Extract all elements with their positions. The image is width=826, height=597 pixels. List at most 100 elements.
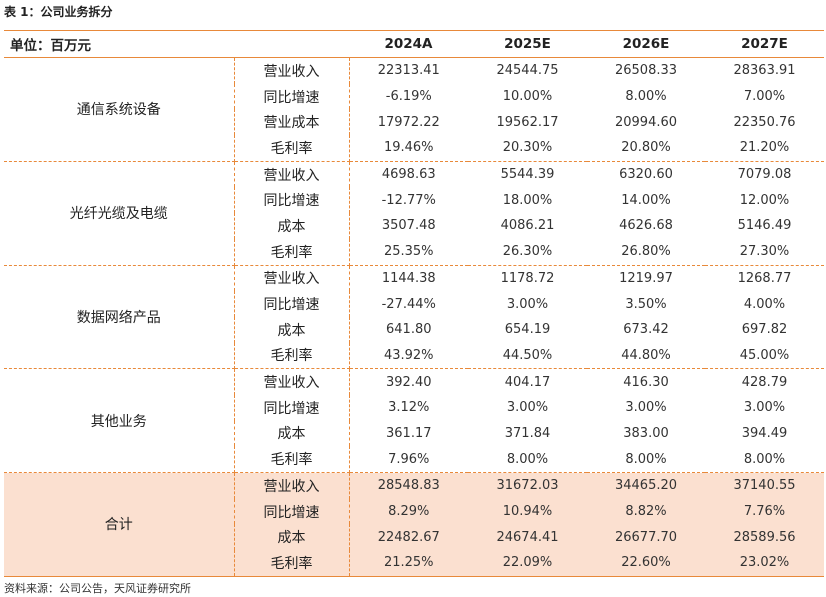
value-cell: 20.30%: [468, 135, 587, 162]
table-row: 成本 22482.67 24674.41 26677.70 28589.56: [4, 524, 824, 551]
value-cell: 371.84: [504, 425, 551, 441]
value-cell: 3.00%: [625, 400, 667, 416]
value-cell: 18.00%: [502, 192, 553, 208]
table-row: 同比增速 3.12% 3.00% 3.00% 3.00%: [4, 394, 824, 421]
value-cell: 697.82: [741, 322, 788, 338]
value-cell: 4698.63: [381, 167, 436, 183]
metric-label: 毛利率: [234, 446, 350, 474]
value-cell: 28589.56: [705, 524, 824, 551]
value-cell: 5146.49: [737, 218, 792, 234]
year-header: 2024A: [349, 30, 468, 58]
year-header: 2026E: [587, 30, 705, 58]
value-cell: 8.00%: [587, 446, 705, 474]
metric-label: 营业收入: [234, 368, 350, 395]
value-cell: 4.00%: [743, 296, 786, 312]
value-cell: 641.80: [386, 322, 432, 338]
metric-label: 成本: [234, 524, 350, 551]
value-cell: 14.00%: [621, 192, 671, 208]
metric-label: 成本: [234, 420, 350, 447]
metric-label: 同比增速: [234, 394, 350, 421]
segment-name: 合计: [4, 472, 235, 577]
value-cell: 22482.67: [349, 524, 468, 551]
value-cell: 3.00%: [743, 400, 786, 416]
table-row: 成本 3507.48 4086.21 4626.68 5146.49: [4, 213, 824, 239]
value-cell: 3507.48: [381, 218, 436, 234]
metric-label: 毛利率: [234, 238, 350, 266]
value-cell: 428.79: [741, 374, 788, 390]
year-header: 2025E: [468, 30, 587, 58]
table-row: 同比增速 -27.44% 3.00% 3.50% 4.00%: [4, 291, 824, 317]
table-row: 同比增速 -12.77% 18.00% 14.00% 12.00%: [4, 187, 824, 214]
table-row: 同比增速 -6.19% 10.00% 8.00% 7.00%: [4, 83, 824, 110]
value-cell: 4086.21: [500, 218, 555, 234]
table-row: 其他业务 营业收入 392.40 404.17 416.30 428.79: [4, 368, 824, 473]
metric-label: 同比增速: [234, 291, 350, 317]
value-cell: 20994.60: [614, 114, 678, 130]
value-cell: 8.29%: [349, 498, 468, 525]
metric-label: 营业收入: [234, 161, 350, 188]
table-row: 毛利率 19.46% 20.30% 20.80% 21.20%: [4, 135, 824, 162]
segment-name: 数据网络产品: [4, 265, 235, 370]
value-cell: 26.30%: [468, 238, 587, 266]
value-cell: -12.77%: [381, 192, 436, 208]
value-cell: -27.44%: [381, 296, 436, 312]
metric-label: 营业收入: [234, 265, 350, 292]
value-cell: 23.02%: [705, 550, 824, 577]
value-cell: 1268.77: [737, 270, 792, 286]
value-cell: 31672.03: [468, 472, 587, 499]
value-cell: 22350.76: [733, 114, 796, 130]
table-row: 营业成本 17972.22 19562.17 20994.60 22350.76: [4, 109, 824, 136]
table-row: 毛利率 7.96% 8.00% 8.00% 8.00%: [4, 446, 824, 474]
value-cell: 416.30: [623, 374, 669, 390]
table-row: 成本 641.80 654.19 673.42 697.82: [4, 316, 824, 343]
metric-label: 同比增速: [234, 83, 350, 110]
table-title: 表 1：公司业务拆分: [4, 5, 113, 19]
value-cell: 1219.97: [619, 270, 673, 286]
value-cell: 24544.75: [496, 63, 559, 79]
value-cell: 10.00%: [502, 89, 553, 105]
value-cell: 8.00%: [468, 446, 587, 474]
source-note: 资料来源：公司公告，天风证券研究所: [4, 582, 191, 595]
value-cell: 44.50%: [468, 342, 587, 370]
value-cell: 4626.68: [619, 218, 673, 234]
value-cell: 24674.41: [468, 524, 587, 551]
value-cell: 34465.20: [587, 472, 705, 499]
table-row: 成本 361.17 371.84 383.00 394.49: [4, 420, 824, 447]
metric-label: 同比增速: [234, 187, 350, 214]
business-breakdown-table: 单位：百万元 2024A 2025E 2026E 2027E 通信系统设备 营业收…: [4, 30, 824, 577]
metric-label: 毛利率: [234, 550, 350, 577]
value-cell: 7.96%: [349, 446, 468, 474]
table-row: 毛利率 25.35% 26.30% 26.80% 27.30%: [4, 238, 824, 266]
value-cell: 3.00%: [506, 400, 549, 416]
header-row: 单位：百万元 2024A 2025E 2026E 2027E: [4, 30, 824, 58]
metric-label: 营业收入: [234, 57, 350, 84]
value-cell: 27.30%: [705, 238, 824, 266]
value-cell: 45.00%: [705, 342, 824, 370]
table-row: 光纤光缆及电缆 营业收入 4698.63 5544.39 6320.60 7079.08: [4, 161, 824, 266]
value-cell: 22.60%: [587, 550, 705, 577]
value-cell: 7.76%: [705, 498, 824, 525]
value-cell: 654.19: [504, 322, 551, 338]
value-cell: 673.42: [623, 322, 669, 338]
year-header: 2027E: [705, 30, 824, 58]
value-cell: 22313.41: [377, 63, 440, 79]
value-cell: -6.19%: [385, 89, 432, 105]
value-cell: 7.00%: [743, 89, 786, 105]
value-cell: 21.25%: [349, 550, 468, 577]
value-cell: 8.82%: [587, 498, 705, 525]
value-cell: 17972.22: [377, 114, 440, 130]
value-cell: 1144.38: [381, 270, 436, 286]
value-cell: 6320.60: [619, 167, 673, 183]
value-cell: 404.17: [504, 374, 551, 390]
metric-label: 毛利率: [234, 342, 350, 370]
table-row: 毛利率 21.25% 22.09% 22.60% 23.02%: [4, 550, 824, 577]
value-cell: 22.09%: [468, 550, 587, 577]
segment-name: 光纤光缆及电缆: [4, 161, 235, 266]
table-row: 同比增速 8.29% 10.94% 8.82% 7.76%: [4, 498, 824, 525]
value-cell: 19.46%: [349, 135, 468, 162]
value-cell: 44.80%: [587, 342, 705, 370]
value-cell: 5544.39: [500, 167, 555, 183]
value-cell: 43.92%: [349, 342, 468, 370]
value-cell: 28363.91: [733, 63, 796, 79]
segment-name: 其他业务: [4, 368, 235, 473]
